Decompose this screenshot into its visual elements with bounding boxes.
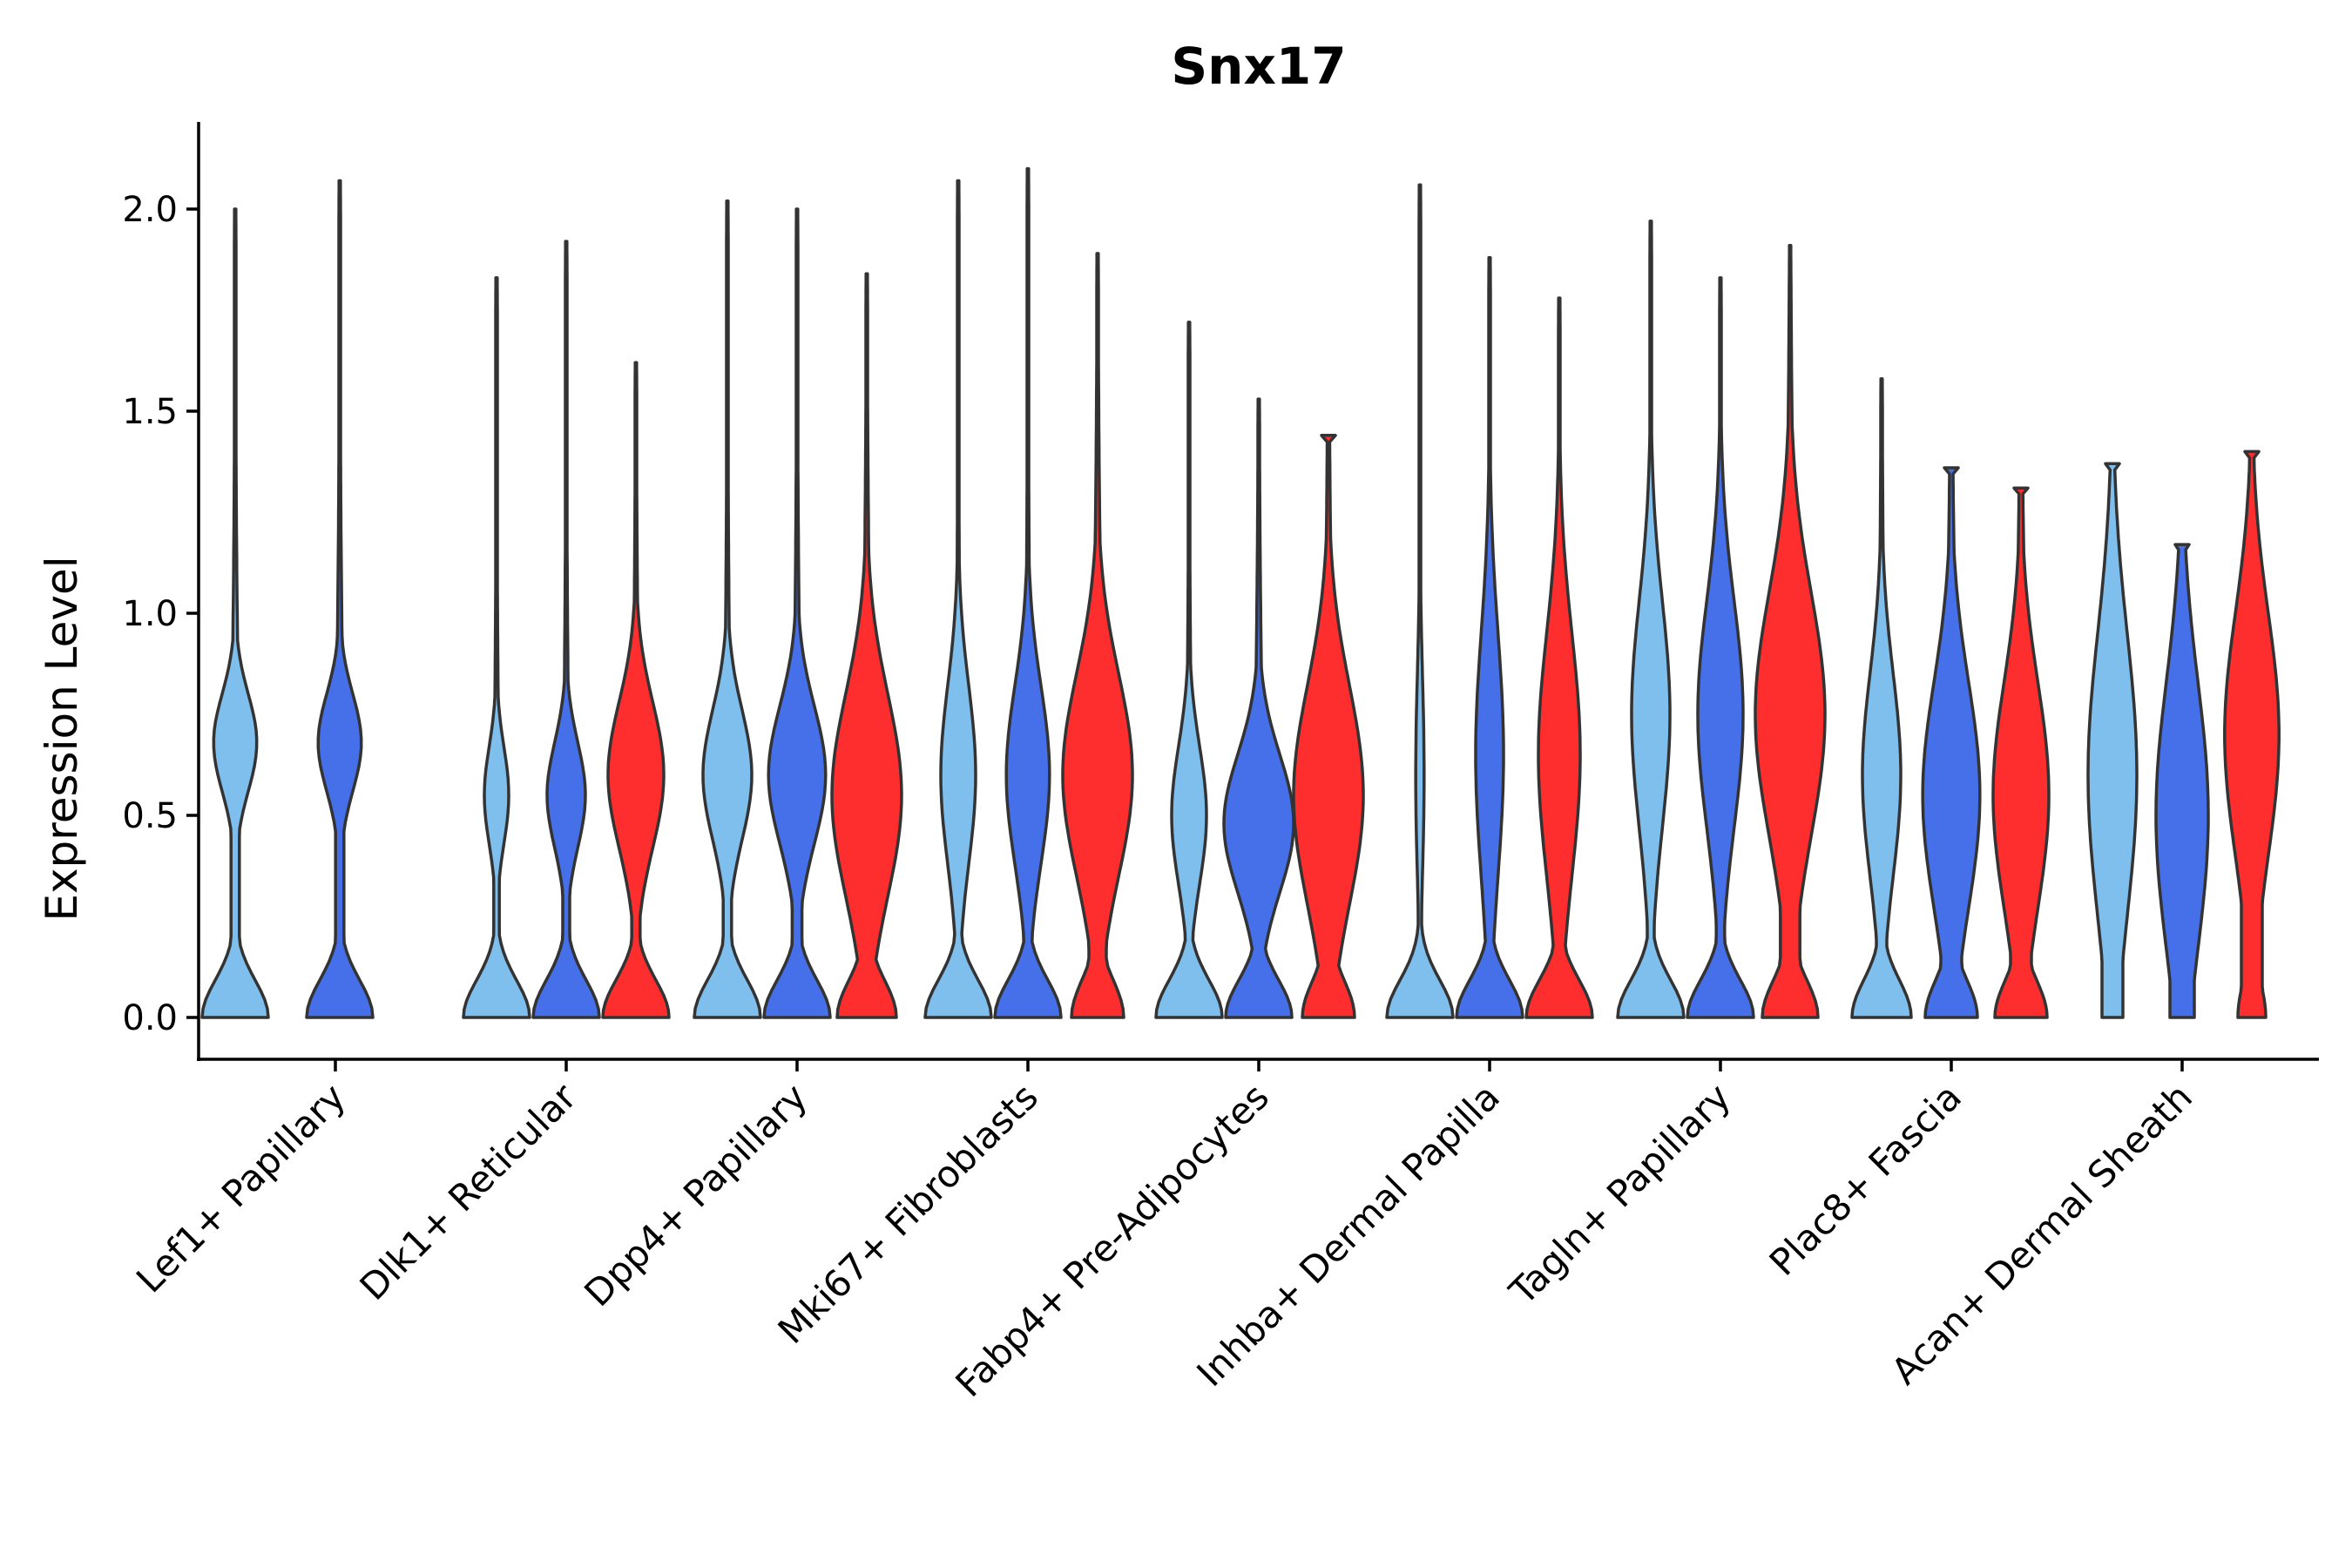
violin-6-group-3 [1524, 296, 1594, 1019]
violin-7-group-1 [1616, 220, 1686, 1019]
violin-2-group-2 [531, 240, 601, 1019]
violin-6-group-1 [1385, 183, 1455, 1019]
violin-2-group-3 [601, 361, 671, 1019]
y-tick-label: 2.0 [122, 190, 178, 230]
x-tick-label: Plac8+ Fascia [1761, 1075, 1970, 1283]
violin-3-group-1 [693, 199, 762, 1019]
violin-5-group-1 [1154, 321, 1224, 1019]
violin-4-group-1 [923, 179, 993, 1019]
violin-2-group-1 [462, 276, 531, 1019]
x-tick-label: Dlk1+ Reticular [352, 1075, 585, 1308]
violin-6-group-2 [1455, 255, 1524, 1019]
violin-8-group-3 [1991, 486, 2051, 1019]
violin-4-group-2 [993, 166, 1063, 1019]
violin-5-group-3 [1292, 434, 1365, 1019]
violin-1-group-2 [305, 179, 375, 1019]
violin-9-group-3 [2223, 449, 2281, 1019]
y-ticks: 0.0 0.5 1.0 1.5 2.0 [122, 190, 199, 1038]
y-tick-label: 1.0 [122, 594, 178, 634]
x-tick-label: Tagln+ Papillary [1501, 1075, 1739, 1313]
y-tick-label: 1.5 [122, 392, 178, 432]
x-tick-label: Mki67+ Fibroblasts [770, 1075, 1046, 1351]
x-tick-label: Dpp4+ Papillary [576, 1075, 815, 1315]
violin-3-group-3 [830, 272, 903, 1019]
y-axis-label: Expression Level [37, 556, 87, 921]
chart-title: Snx17 [1171, 37, 1346, 96]
x-tick-label: Lef1+ Papillary [128, 1075, 354, 1301]
violin-7-group-3 [1754, 244, 1827, 1019]
violin-8-group-2 [1921, 466, 1982, 1019]
violin-7-group-2 [1686, 276, 1755, 1019]
violin-9-group-2 [2154, 543, 2210, 1019]
violin-5-group-2 [1222, 397, 1295, 1019]
violin-1-group-1 [200, 207, 270, 1019]
violin-4-group-3 [1061, 252, 1134, 1019]
violin-9-group-1 [2086, 462, 2139, 1019]
y-tick-label: 0.0 [122, 998, 178, 1038]
y-tick-label: 0.5 [122, 796, 178, 836]
violins-layer [200, 166, 2281, 1019]
violin-8-group-1 [1850, 377, 1913, 1019]
violin-3-group-2 [762, 207, 832, 1019]
